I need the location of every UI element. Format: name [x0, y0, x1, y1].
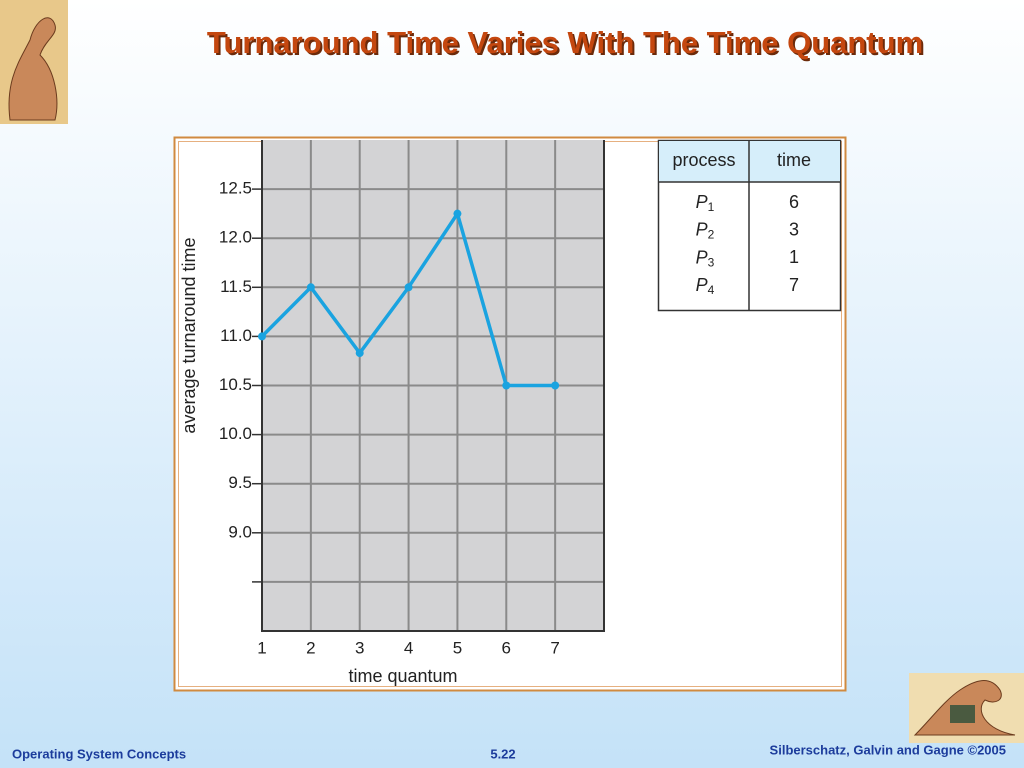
process-cell: P2: [696, 219, 715, 241]
x-tick-label: 4: [404, 638, 413, 657]
y-tick-label: 11.5: [220, 277, 252, 296]
process-name: P: [696, 219, 708, 239]
process-index: 1: [708, 200, 715, 214]
data-point: [551, 381, 560, 390]
chart: 9.0 9.5 10.0 10.5 11.0 11.5 12.0 12.5 1 2 3 4 5 6 7 tim…: [179, 140, 605, 686]
title-shadow: Turnaround Time Varies With The Time Qua…: [209, 27, 925, 62]
process-name: P: [696, 275, 708, 295]
table-header: process: [672, 150, 735, 170]
x-tick-label: 5: [453, 638, 462, 657]
x-tick-label: 2: [306, 638, 315, 657]
time-cell: 1: [789, 247, 799, 267]
x-tick-label: 3: [355, 638, 364, 657]
y-tick-label: 12.5: [219, 179, 252, 198]
y-tick-label: 9.5: [228, 473, 252, 492]
process-name: P: [696, 247, 708, 267]
process-cell: P4: [696, 275, 715, 297]
data-point: [453, 209, 462, 218]
data-point: [258, 332, 266, 341]
x-tick-label: 1: [257, 638, 266, 657]
y-tick-label: 12.0: [219, 228, 252, 247]
footer-center: 5.22: [490, 746, 515, 761]
table-header: time: [777, 150, 811, 170]
process-cell: P3: [696, 247, 715, 269]
x-axis-label: time quantum: [348, 666, 457, 686]
time-cell: 7: [789, 275, 799, 295]
data-point: [502, 381, 511, 390]
slide-title: Turnaround Time Varies With The Time Qua…: [207, 25, 923, 60]
y-tick-label: 10.0: [219, 424, 252, 443]
data-point: [355, 349, 364, 358]
x-tick-label: 6: [502, 638, 511, 657]
logo-top: [0, 0, 68, 124]
time-cell: 6: [789, 192, 799, 212]
data-point: [404, 283, 413, 292]
footer-right: Silberschatz, Galvin and Gagne ©2005: [770, 742, 1006, 757]
process-index: 3: [708, 256, 715, 270]
axes: [261, 140, 605, 632]
time-cell: 3: [789, 219, 799, 239]
logo-bottom: [909, 673, 1024, 743]
y-tick-label: 11.0: [220, 326, 252, 345]
y-tick-label: 9.0: [228, 522, 252, 541]
process-name: P: [696, 192, 708, 212]
process-index: 4: [708, 283, 715, 297]
y-tick-label: 10.5: [219, 375, 252, 394]
process-index: 2: [708, 228, 715, 242]
x-tick-label: 7: [550, 638, 559, 657]
footer-left: Operating System Concepts: [12, 746, 186, 761]
table: process time P1 6P2 3P3 1P4 7: [657, 139, 842, 312]
y-axis-label: average turnaround time: [179, 237, 199, 433]
process-cell: P1: [696, 192, 715, 214]
data-point: [306, 283, 315, 292]
